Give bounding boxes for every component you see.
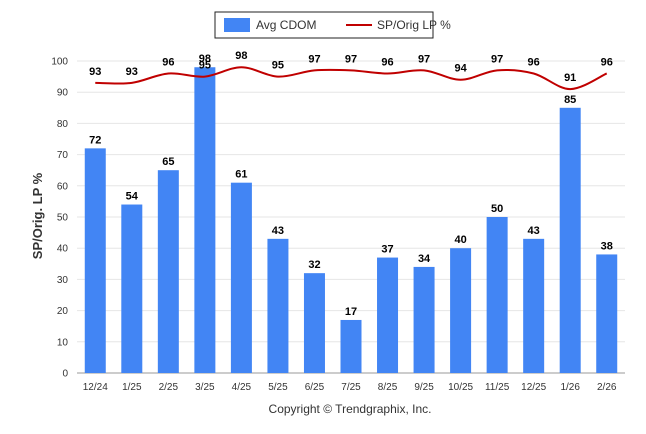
bar <box>194 67 216 374</box>
line-data-label: 97 <box>308 53 320 65</box>
x-tick-label: 7/25 <box>341 382 361 393</box>
bar-data-label: 65 <box>162 156 174 168</box>
legend-box <box>214 11 434 39</box>
y-tick-label: 20 <box>57 306 69 317</box>
bar-data-label: 43 <box>528 225 540 237</box>
bar <box>230 182 252 373</box>
x-tick-label: 8/25 <box>378 382 398 393</box>
bar <box>340 319 362 373</box>
bar <box>84 148 106 373</box>
x-tick-label: 5/25 <box>268 382 288 393</box>
line-data-label: 91 <box>564 72 576 84</box>
x-tick-label: 2/26 <box>597 382 617 393</box>
bar-data-label: 43 <box>272 225 284 237</box>
x-tick-label: 4/25 <box>232 382 252 393</box>
x-tick-label: 1/26 <box>560 382 580 393</box>
bar <box>450 248 472 373</box>
x-tick-label: 12/24 <box>83 382 108 393</box>
x-tick-label: 12/25 <box>521 382 546 393</box>
legend-label-bar: Avg CDOM <box>256 18 316 32</box>
bar <box>121 204 143 373</box>
bar-data-label: 34 <box>418 253 431 265</box>
x-tick-label: 11/25 <box>485 382 510 393</box>
y-tick-label: 70 <box>57 150 69 161</box>
line-data-label: 96 <box>162 56 174 68</box>
bar-data-label: 17 <box>345 306 357 318</box>
copyright: Copyright © Trendgraphix, Inc. <box>269 402 432 416</box>
bar-data-label: 37 <box>381 244 393 256</box>
line-data-label: 96 <box>528 56 540 68</box>
bar-data-label: 40 <box>454 234 466 246</box>
line-data-label: 93 <box>126 66 138 78</box>
series-line <box>95 66 608 91</box>
y-tick-label: 30 <box>57 275 69 286</box>
bar-data-label: 54 <box>126 191 139 203</box>
bar-data-label: 32 <box>308 259 320 271</box>
bar-data-label: 38 <box>601 240 613 252</box>
line-data-label: 97 <box>345 53 357 65</box>
bar <box>157 170 179 373</box>
bar <box>596 254 618 373</box>
legend-swatch-bar <box>224 18 250 32</box>
line-data-label: 98 <box>235 50 247 62</box>
line-data-label: 96 <box>601 56 613 68</box>
bar <box>559 107 581 374</box>
line-data-label: 97 <box>491 53 503 65</box>
x-tick-label: 1/25 <box>122 382 142 393</box>
y-tick-label: 50 <box>57 213 69 224</box>
line-data-label: 94 <box>454 63 467 75</box>
bar <box>486 217 508 373</box>
line-data-label: 96 <box>381 56 393 68</box>
x-tick-label: 3/25 <box>195 382 215 393</box>
line-data-label: 97 <box>418 53 430 65</box>
y-axis-ticks: 0 10 20 30 40 50 60 70 80 90 100 <box>51 57 68 380</box>
bar-data-label: 72 <box>89 134 101 146</box>
legend-label-line: SP/Orig LP % <box>377 18 451 32</box>
y-tick-label: 90 <box>57 88 69 99</box>
y-tick-label: 0 <box>62 369 68 380</box>
bar-data-label: 50 <box>491 203 503 215</box>
bar-data-label: 85 <box>564 94 576 106</box>
bar-labels: 72 54 65 98 61 43 32 17 37 34 40 50 43 85 38 <box>89 53 613 318</box>
legend: Avg CDOM SP/Orig LP % <box>214 11 451 39</box>
bars <box>84 67 618 374</box>
y-tick-label: 60 <box>57 181 69 192</box>
y-tick-label: 10 <box>57 337 69 348</box>
line-data-label: 93 <box>89 66 101 78</box>
bar <box>303 273 325 373</box>
line-data-label: 95 <box>199 60 211 72</box>
y-tick-label: 80 <box>57 119 69 130</box>
bar <box>267 238 289 373</box>
bar-data-label: 98 <box>199 53 211 65</box>
y-tick-label: 40 <box>57 244 69 255</box>
bar <box>523 238 545 373</box>
bar <box>413 266 435 373</box>
x-tick-label: 10/25 <box>448 382 473 393</box>
x-tick-label: 6/25 <box>305 382 325 393</box>
x-tick-label: 2/25 <box>159 382 179 393</box>
bar-data-label: 61 <box>235 169 247 181</box>
x-tick-label: 9/25 <box>414 382 434 393</box>
bar <box>377 257 399 373</box>
y-axis-label: SP/Orig. LP % <box>30 172 45 259</box>
line-data-label: 95 <box>272 60 284 72</box>
x-axis-ticks: 12/24 1/25 2/25 3/25 4/25 5/25 6/25 7/25 8/25 9/2… <box>83 382 617 393</box>
y-tick-label: 100 <box>51 57 68 68</box>
